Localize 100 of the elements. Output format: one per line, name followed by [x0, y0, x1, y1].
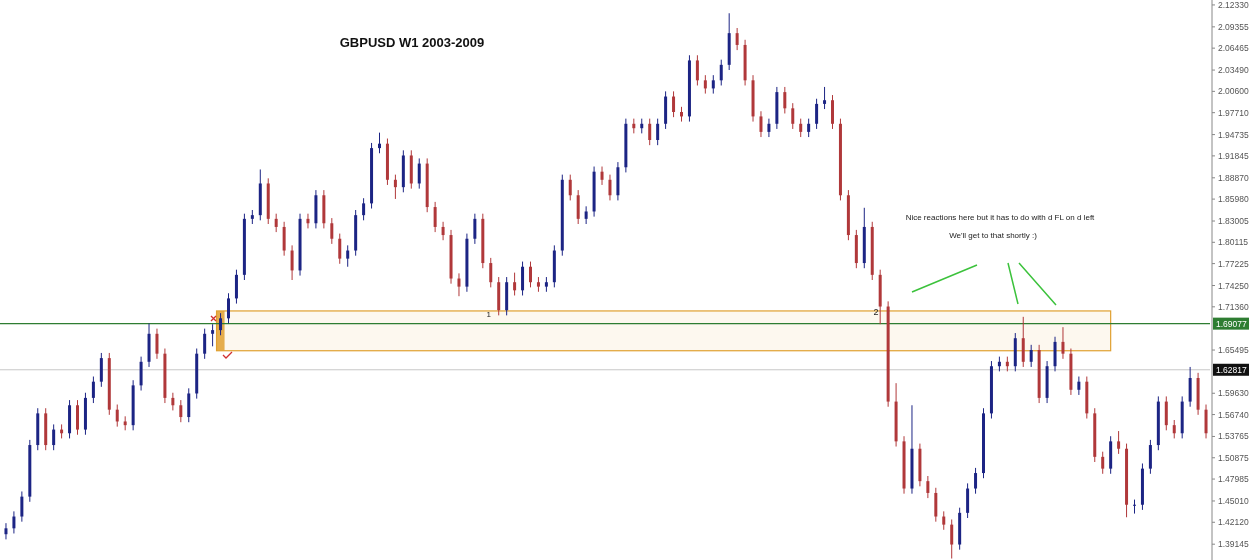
candlestick	[211, 323, 215, 347]
candlestick	[529, 261, 532, 288]
text: GBPUSD W1 2003-2009	[339, 35, 485, 50]
y-tick-label: 1.42120	[1218, 517, 1249, 528]
candlestick	[1204, 404, 1208, 439]
candlestick	[1061, 326, 1065, 360]
candlestick	[290, 244, 294, 281]
candlestick	[282, 221, 286, 257]
y-tick-label: 1.45010	[1218, 495, 1249, 506]
candlestick	[362, 197, 366, 221]
candlestick	[735, 27, 739, 51]
candlestick	[417, 157, 421, 190]
candlestick	[473, 213, 477, 245]
y-tick-label: 2.12330	[1218, 0, 1249, 10]
candlestick	[20, 490, 24, 523]
candlestick	[759, 110, 763, 138]
y-tick-label: 1.65495	[1218, 345, 1249, 356]
candlestick	[99, 352, 103, 388]
candlestick	[52, 423, 56, 451]
y-tick-label: 2.03490	[1218, 65, 1249, 76]
candlestick	[330, 217, 334, 245]
candlestick	[1133, 499, 1136, 515]
ref-line-label: 1.69077	[1216, 318, 1247, 329]
candlestick	[1101, 451, 1105, 475]
candlestick	[823, 86, 827, 110]
candlestick	[274, 213, 278, 233]
candlestick	[695, 54, 699, 86]
candlestick	[513, 272, 517, 296]
candlestick	[1148, 439, 1152, 475]
candlestick	[234, 269, 238, 305]
candlestick	[338, 233, 342, 265]
y-tick-label: 2.09355	[1218, 21, 1249, 32]
candlestick	[91, 376, 95, 404]
candlestick	[139, 356, 143, 392]
candlestick	[1029, 344, 1033, 368]
candlestick	[1021, 316, 1025, 368]
candlestick	[393, 174, 397, 200]
annotation: Nice reactions here but it has to do with d FL on d left	[905, 213, 1096, 222]
candlestick	[767, 118, 771, 138]
y-tick-label: 1.74250	[1218, 280, 1249, 291]
candlestick	[1117, 430, 1121, 455]
ref-line-label: 1.62817	[1216, 364, 1247, 375]
y-tick-label: 1.50875	[1218, 452, 1249, 463]
y-tick-label: 2.06465	[1218, 43, 1249, 54]
candlestick	[926, 475, 930, 499]
candlestick	[719, 59, 723, 86]
candlestick	[656, 118, 660, 146]
candlestick	[179, 399, 183, 423]
candlestick	[433, 201, 437, 233]
y-tick-label: 2.00600	[1218, 86, 1249, 97]
candlestick	[934, 487, 938, 523]
y-tick-label: 1.71360	[1218, 301, 1249, 312]
candlestick	[1077, 376, 1081, 396]
candlestick	[171, 392, 175, 411]
candlestick	[155, 328, 159, 360]
candlestick	[1164, 395, 1168, 431]
candlestick	[672, 90, 676, 118]
candlestick	[12, 510, 16, 534]
candlestick	[950, 518, 954, 560]
y-tick-label: 1.94735	[1218, 129, 1249, 140]
y-tick-label: 1.88870	[1218, 172, 1249, 183]
candlestick	[799, 118, 803, 138]
y-tick-label: 1.97710	[1218, 107, 1249, 118]
y-tick-label: 1.83005	[1218, 215, 1249, 226]
candlestick	[441, 221, 445, 241]
y-tick-label: 1.85980	[1218, 194, 1249, 205]
y-tick-label: 1.80115	[1218, 237, 1249, 248]
candlestick	[608, 174, 612, 201]
candlestick	[457, 272, 461, 297]
candlestick	[203, 328, 207, 360]
candlestick	[584, 205, 588, 225]
candlestick	[807, 118, 811, 138]
annotation: 2	[873, 306, 879, 317]
candlestick	[600, 166, 604, 186]
candlestick	[783, 86, 787, 114]
candlestick	[1172, 419, 1176, 439]
y-tick-label: 1.53765	[1218, 431, 1249, 442]
annotation: We'll get to that shortly :)	[949, 231, 1038, 240]
y-tick-label: 1.77225	[1218, 258, 1249, 269]
candlestick	[568, 174, 572, 201]
candlestick	[576, 189, 580, 225]
candlestick	[489, 257, 493, 288]
candlestick	[942, 510, 946, 531]
candlestick	[974, 467, 978, 495]
candlestick	[648, 118, 652, 146]
y-tick-label: 1.39145	[1218, 539, 1249, 550]
candlestick	[1188, 366, 1192, 408]
candlestick	[815, 98, 819, 130]
annotation: 1	[486, 309, 492, 319]
candlestick	[4, 522, 8, 540]
candlestick	[187, 387, 191, 423]
y-tick-label: 1.56740	[1218, 409, 1249, 420]
candlestick	[227, 292, 230, 324]
candlestick	[703, 74, 707, 95]
candlestick	[521, 261, 525, 296]
candlestick	[378, 132, 381, 154]
y-tick-label: 1.47985	[1218, 474, 1249, 485]
candlestick	[711, 74, 715, 95]
candlestick	[831, 94, 834, 130]
y-tick-label: 1.91845	[1218, 150, 1249, 161]
